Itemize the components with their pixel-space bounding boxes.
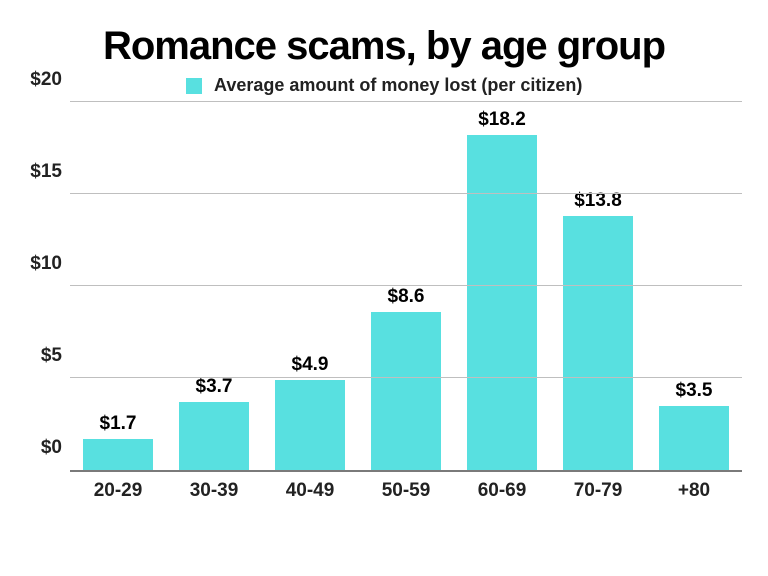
bar-slot: $18.2 bbox=[454, 102, 550, 470]
ytick-label: $0 bbox=[41, 437, 70, 459]
bar-value-label: $4.9 bbox=[292, 354, 329, 376]
bar bbox=[275, 380, 344, 470]
xtick-label: +80 bbox=[646, 480, 742, 502]
bar-value-label: $3.7 bbox=[196, 376, 233, 398]
bar bbox=[467, 135, 536, 470]
bar bbox=[83, 439, 152, 470]
bar bbox=[563, 216, 632, 470]
gridline bbox=[70, 193, 742, 194]
ytick-label: $20 bbox=[30, 69, 70, 91]
xtick-label: 50-59 bbox=[358, 480, 454, 502]
bars-group: $1.7 $3.7 $4.9 $8.6 $18.2 $13.8 $3.5 bbox=[70, 102, 742, 470]
chart-title: Romance scams, by age group bbox=[26, 24, 742, 69]
bar-slot: $1.7 bbox=[70, 102, 166, 470]
chart-area: $1.7$3.7$4.9$8.6$18.2$13.8$3.5 $0$5$10$1… bbox=[70, 102, 742, 502]
bar-slot: $13.8 bbox=[550, 102, 646, 470]
bar-slot: $3.5 bbox=[646, 102, 742, 470]
ytick-label: $10 bbox=[30, 253, 70, 275]
ytick-label: $5 bbox=[41, 345, 70, 367]
xtick-label: 30-39 bbox=[166, 480, 262, 502]
bar bbox=[371, 312, 440, 470]
legend: Average amount of money lost (per citize… bbox=[26, 75, 742, 96]
xtick-label: 70-79 bbox=[550, 480, 646, 502]
gridline bbox=[70, 101, 742, 102]
legend-label: Average amount of money lost (per citize… bbox=[214, 75, 582, 96]
plot-area: $1.7$3.7$4.9$8.6$18.2$13.8$3.5 $0$5$10$1… bbox=[70, 102, 742, 472]
bar-slot: $8.6 bbox=[358, 102, 454, 470]
bar bbox=[659, 406, 728, 470]
bar-slot: $4.9 bbox=[262, 102, 358, 470]
bar-slot: $3.7 bbox=[166, 102, 262, 470]
ytick-label: $15 bbox=[30, 161, 70, 183]
bar-value-label: $3.5 bbox=[676, 380, 713, 402]
bar-value-label: $18.2 bbox=[478, 109, 526, 131]
gridline bbox=[70, 377, 742, 378]
gridline bbox=[70, 285, 742, 286]
xtick-label: 40-49 bbox=[262, 480, 358, 502]
bar-value-label: $8.6 bbox=[388, 286, 425, 308]
legend-swatch bbox=[186, 78, 202, 94]
x-axis-labels: 20-2930-3940-4950-5960-6970-79+80 bbox=[70, 480, 742, 502]
chart-container: Romance scams, by age group Average amou… bbox=[0, 0, 768, 576]
gridline bbox=[70, 469, 742, 470]
bar-value-label: $1.7 bbox=[100, 413, 137, 435]
xtick-label: 20-29 bbox=[70, 480, 166, 502]
xtick-label: 60-69 bbox=[454, 480, 550, 502]
bar bbox=[179, 402, 248, 470]
